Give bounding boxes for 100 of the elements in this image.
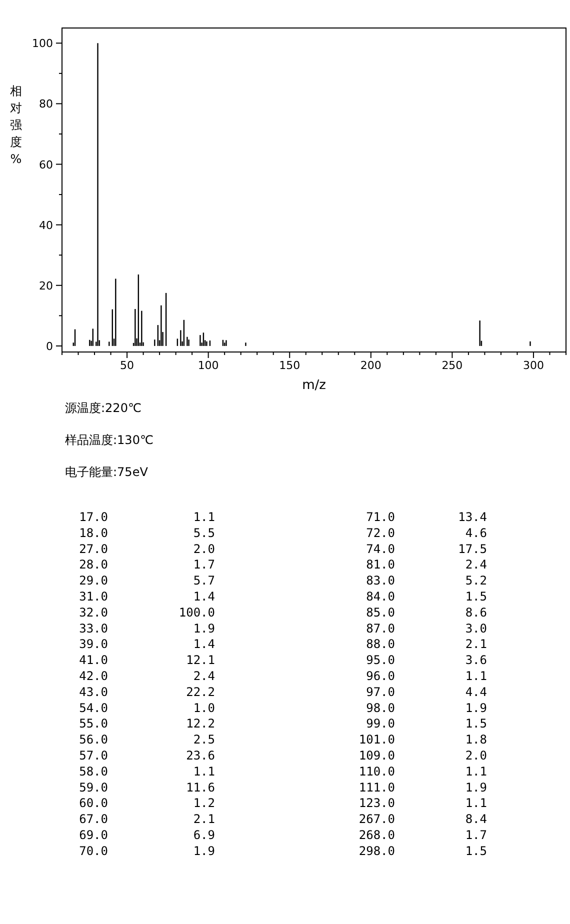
text: 8.6	[465, 605, 487, 620]
text: 99.0	[366, 716, 395, 731]
text: 1.9	[193, 621, 215, 636]
text: 58.0	[79, 764, 108, 778]
text: 2.4	[193, 669, 215, 683]
y-tick-label: 100	[32, 37, 53, 50]
text: 源温度:220℃	[65, 401, 142, 415]
x-axis-title: m/z	[302, 378, 326, 393]
text: 60.0	[79, 796, 108, 810]
y-tick-label: 0	[46, 340, 53, 353]
text: 267.0	[358, 812, 395, 826]
text: 71.0	[366, 510, 395, 524]
text: 43.0	[79, 684, 108, 699]
text: 3.0	[465, 621, 487, 636]
text: 109.0	[358, 748, 395, 762]
text: 1.7	[193, 558, 215, 572]
text: 39.0	[79, 637, 108, 652]
text: 111.0	[358, 780, 395, 794]
y-tick-label: 80	[39, 98, 53, 111]
text: 41.0	[79, 653, 108, 668]
text: 13.4	[458, 510, 487, 524]
text: 1.1	[193, 510, 215, 524]
text: 29.0	[79, 574, 108, 588]
text: 12.2	[186, 716, 215, 731]
text: 97.0	[366, 684, 395, 699]
text: 70.0	[79, 844, 108, 858]
text: 1.9	[193, 844, 215, 858]
text: 1.9	[465, 700, 487, 715]
text: 11.6	[186, 780, 215, 794]
x-tick-label: 250	[442, 359, 463, 372]
text: 2.0	[193, 542, 215, 556]
text: 1.8	[465, 732, 487, 747]
text: 1.1	[193, 764, 215, 778]
text: 298.0	[358, 844, 395, 858]
text: 57.0	[79, 748, 108, 762]
text: 110.0	[358, 764, 395, 778]
text: 59.0	[79, 780, 108, 794]
text: 1.9	[465, 780, 487, 794]
text: 17.0	[79, 510, 108, 524]
text: 85.0	[366, 605, 395, 620]
text: 5.5	[193, 526, 215, 540]
text: 4.4	[465, 684, 487, 699]
text: 268.0	[358, 828, 395, 842]
text: 电子能量:75eV	[65, 465, 149, 479]
text: 样品温度:130℃	[65, 433, 154, 447]
text: 1.5	[465, 716, 487, 731]
text: 5.7	[193, 574, 215, 588]
text: 1.5	[465, 590, 487, 604]
text: 72.0	[366, 526, 395, 540]
x-tick-label: 200	[360, 359, 382, 372]
text: 84.0	[366, 590, 395, 604]
text: 1.0	[193, 700, 215, 715]
text: 17.5	[458, 542, 487, 556]
text: 31.0	[79, 590, 108, 604]
text: 1.5	[465, 844, 487, 858]
text: 74.0	[366, 542, 395, 556]
text: 5.2	[465, 574, 487, 588]
text: 96.0	[366, 669, 395, 683]
text: 67.0	[79, 812, 108, 826]
text: 56.0	[79, 732, 108, 747]
text: 2.4	[465, 558, 487, 572]
y-tick-label: 20	[39, 279, 53, 292]
text: 18.0	[79, 526, 108, 540]
text: 32.0	[79, 605, 108, 620]
text: 1.7	[465, 828, 487, 842]
text: 2.1	[465, 637, 487, 652]
text: 95.0	[366, 653, 395, 668]
text: 100.0	[178, 605, 215, 620]
text: 83.0	[366, 574, 395, 588]
text: 1.1	[465, 764, 487, 778]
x-tick-label: 50	[120, 359, 134, 372]
text: 88.0	[366, 637, 395, 652]
text: 23.6	[186, 748, 215, 762]
y-tick-label: 40	[39, 218, 53, 232]
x-tick-label: 300	[522, 359, 544, 372]
text: 69.0	[79, 828, 108, 842]
x-tick-label: 100	[198, 359, 219, 372]
text: 2.5	[193, 732, 215, 747]
text: 1.1	[465, 796, 487, 810]
text: 81.0	[366, 558, 395, 572]
text: 42.0	[79, 669, 108, 683]
text: 101.0	[358, 732, 395, 747]
text: 27.0	[79, 542, 108, 556]
y-axis-title: 相对强度%	[10, 84, 22, 166]
x-tick-label: 150	[279, 359, 300, 372]
text: 12.1	[186, 653, 215, 668]
text: 28.0	[79, 558, 108, 572]
text: 1.4	[193, 637, 215, 652]
text: 2.0	[465, 748, 487, 762]
text: 1.1	[465, 669, 487, 683]
text: 6.9	[193, 828, 215, 842]
text: 4.6	[465, 526, 487, 540]
text: 8.4	[465, 812, 487, 826]
text: 22.2	[186, 684, 215, 699]
text: 33.0	[79, 621, 108, 636]
text: 87.0	[366, 621, 395, 636]
y-tick-label: 60	[39, 158, 53, 172]
text: 54.0	[79, 700, 108, 715]
text: 3.6	[465, 653, 487, 668]
text: 1.2	[193, 796, 215, 810]
